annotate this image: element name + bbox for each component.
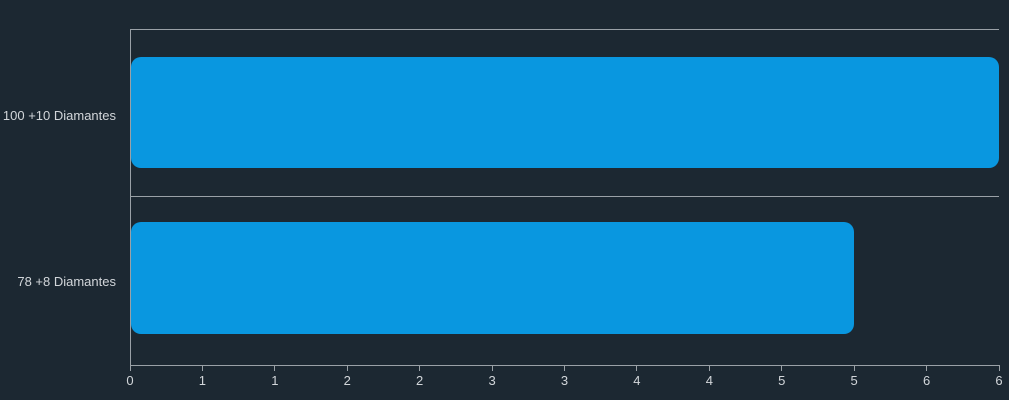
- band-separator-line: [131, 196, 999, 197]
- bar-100-10-diamantes[interactable]: [131, 57, 999, 168]
- x-tick-label: 5: [850, 373, 858, 388]
- x-tick-mark: [346, 365, 348, 371]
- x-tick-label: 3: [560, 373, 569, 388]
- x-axis-ticks: 0 1 1 2 2 3 3 4 4 5 5 6 6: [126, 365, 1003, 399]
- x-tick-mark: [419, 365, 421, 371]
- category-label-100-10-diamantes: 100 +10 Diamantes: [2, 108, 116, 123]
- x-tick-label: 6: [922, 373, 931, 388]
- x-tick-mark: [274, 365, 276, 371]
- x-tick-label: 1: [198, 373, 207, 388]
- plot-area: [130, 29, 999, 366]
- x-tick-label: 1: [271, 373, 279, 388]
- x-tick-mark: [201, 365, 203, 371]
- x-tick-label: 5: [778, 373, 786, 388]
- x-tick-mark: [564, 365, 565, 371]
- category-label-78-8-diamantes: 78 +8 Diamantes: [17, 274, 116, 289]
- x-tick-label: 3: [488, 373, 496, 388]
- bar-78-8-diamantes[interactable]: [131, 222, 855, 334]
- x-tick-mark: [708, 365, 710, 371]
- x-tick-label: 2: [343, 373, 351, 388]
- x-tick-mark: [636, 365, 638, 371]
- x-tick-mark: [491, 365, 493, 371]
- x-tick-mark: [926, 365, 928, 371]
- x-tick-mark: [781, 365, 783, 371]
- x-tick-mark: [129, 365, 131, 371]
- x-tick-label: 0: [126, 373, 134, 388]
- x-tick-label: 4: [705, 373, 713, 388]
- x-tick-label: 4: [633, 373, 641, 388]
- x-tick-mark: [853, 365, 855, 371]
- x-tick-label: 6: [995, 373, 1003, 388]
- x-tick-mark: [998, 365, 1000, 371]
- x-tick-label: 2: [416, 373, 424, 388]
